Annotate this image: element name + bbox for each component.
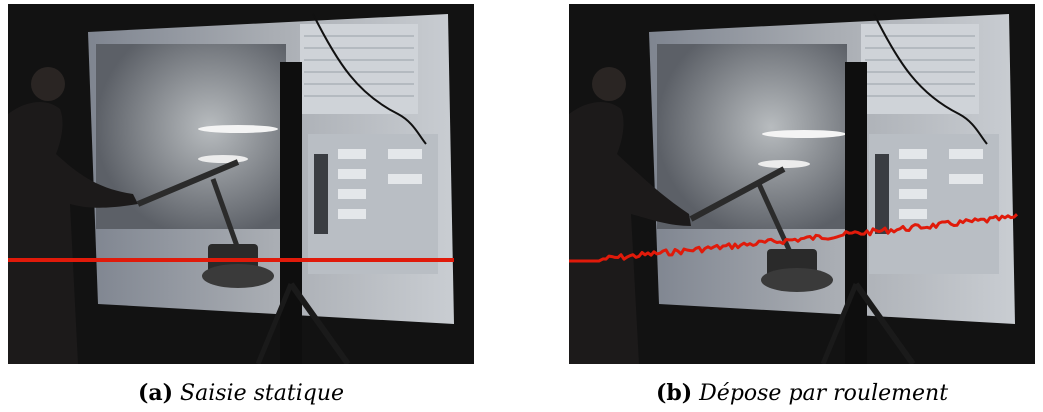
screen-table	[300, 24, 418, 114]
rolling-trace-line	[569, 213, 1019, 263]
screen-table	[861, 24, 979, 114]
photo-static-grasp	[8, 4, 474, 364]
caption-b: (b) Dépose par roulement	[569, 380, 1035, 406]
caption-b-letter: (b)	[655, 380, 693, 406]
caption-a-letter: (a)	[137, 380, 174, 406]
person-silhouette	[8, 102, 138, 364]
person-silhouette	[569, 102, 691, 364]
caption-b-text: Dépose par roulement	[699, 381, 949, 406]
scene-rolling	[569, 4, 1035, 364]
haptic-arm	[689, 166, 786, 222]
caption-a-text: Saisie statique	[180, 381, 345, 406]
caption-a: (a) Saisie statique	[8, 380, 474, 406]
tripod-post	[280, 62, 302, 364]
tripod-post	[845, 62, 867, 364]
photo-rolling-drop	[569, 4, 1035, 364]
haptic-arm	[136, 159, 240, 207]
scene-static	[8, 4, 474, 364]
